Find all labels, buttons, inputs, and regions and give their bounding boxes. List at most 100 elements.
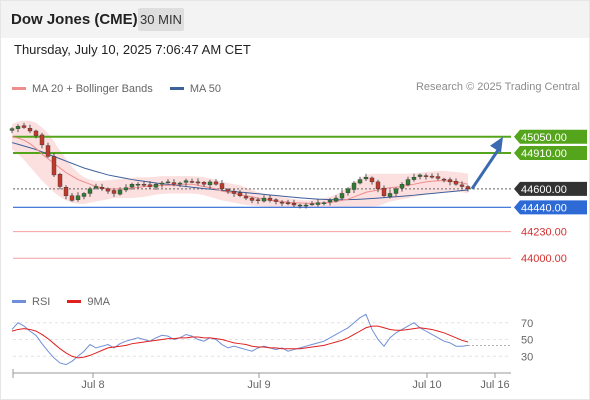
level-label-0: 45050.00: [521, 132, 567, 144]
x-tick-label: Jul 16: [480, 379, 509, 391]
candle-body: [39, 134, 45, 146]
candle-body: [225, 189, 231, 192]
candle-body: [213, 181, 219, 185]
header-bar: Dow Jones (CME) 30 MIN: [1, 1, 589, 38]
candle-body: [363, 177, 369, 180]
legend-label-ma20: MA 20 + Bollinger Bands: [32, 82, 153, 95]
level-tag-3: [514, 200, 587, 215]
candle-body: [87, 188, 93, 194]
level-label-2: 44600.00: [521, 184, 567, 196]
legend-swatch-9ma: [67, 300, 82, 303]
candle-body: [9, 128, 15, 131]
candle-body: [201, 182, 207, 185]
legend-label-ma50: MA 50: [189, 82, 222, 95]
rsi-line: [11, 313, 469, 366]
level-label-1: 44910.00: [521, 148, 567, 160]
legend-item-9ma: 9MA: [67, 296, 110, 308]
rsi-tick-70: 70: [521, 318, 533, 330]
candle-body: [315, 202, 321, 205]
candle-body: [129, 183, 135, 188]
candle-body: [381, 187, 387, 196]
candle-body: [45, 145, 51, 157]
legend-item-ma50: MA 50: [169, 82, 222, 95]
candle-body: [339, 193, 345, 199]
candle-body: [459, 184, 465, 187]
candle-body: [387, 193, 393, 197]
candle-body: [435, 176, 441, 179]
legend-label-rsi: RSI: [32, 295, 51, 308]
candle-body: [351, 182, 357, 190]
candle-body: [15, 126, 21, 129]
candle-body: [183, 180, 189, 183]
projection-arrowhead: [490, 136, 503, 153]
candle-body: [249, 197, 255, 201]
candle-body: [57, 174, 63, 187]
research-credit: Research © 2025 Trading Central: [415, 81, 580, 93]
candle-body: [303, 204, 309, 207]
instrument-title: Dow Jones (CME): [11, 11, 138, 28]
x-tick-label: Jul 8: [81, 379, 104, 391]
candle-body: [33, 130, 39, 136]
candle-body: [357, 179, 363, 184]
candle-body: [81, 193, 87, 197]
candle-body: [75, 195, 81, 200]
rsi-tick-50: 50: [521, 335, 533, 347]
candle-body: [291, 202, 297, 206]
candle-body: [21, 125, 27, 128]
candle-body: [417, 174, 423, 177]
date-label: Thursday, July 10, 2025 7:06:47 AM CET: [14, 42, 251, 57]
candle-body: [99, 187, 105, 190]
candle-body: [273, 199, 279, 202]
candle-body: [279, 202, 285, 204]
candle-body: [285, 202, 291, 205]
candle-body: [135, 183, 141, 186]
candle-body: [141, 183, 147, 186]
main-legend: MA 20 + Bollinger Bands MA 50: [12, 81, 235, 95]
candle-body: [219, 183, 225, 190]
candle-body: [405, 179, 411, 186]
rsi-legend: RSI 9MA: [12, 294, 124, 308]
candle-body: [231, 190, 237, 194]
candle-body: [195, 181, 201, 184]
candle-body: [429, 175, 435, 178]
candle-body: [441, 178, 447, 181]
candle-body: [105, 188, 111, 192]
level-tag-2: [514, 181, 587, 196]
candle-body: [447, 179, 453, 183]
level-label-3: 44440.00: [521, 202, 567, 214]
candle-body: [51, 156, 57, 176]
level-tag-0: [514, 129, 587, 144]
timeframe-button[interactable]: 30 MIN: [138, 8, 184, 31]
level-label-5: 44000.00: [521, 253, 567, 265]
candle-body: [333, 197, 339, 202]
legend-swatch-rsi: [12, 300, 26, 303]
rsi-ma9-line: [11, 325, 469, 359]
candle-body: [369, 177, 375, 183]
rsi-tick-30: 30: [521, 351, 533, 363]
level-tag-1: [514, 145, 587, 160]
candle-body: [171, 182, 177, 185]
candle-body: [399, 183, 405, 189]
candle-body: [411, 177, 417, 180]
candle-body: [267, 197, 273, 201]
candle-body: [93, 186, 99, 189]
candle-body: [123, 187, 129, 191]
legend-item-rsi: RSI: [12, 296, 50, 308]
x-tick-label: Jul 9: [247, 379, 270, 391]
candle-body: [243, 196, 249, 199]
legend-swatch-ma20: [12, 87, 26, 90]
candle-body: [453, 180, 459, 185]
candle-body: [69, 195, 75, 201]
candle-body: [237, 192, 243, 196]
projection-arrow: [470, 147, 501, 190]
candle-body: [465, 186, 471, 190]
candle-body: [111, 190, 117, 194]
candle-body: [261, 197, 267, 202]
candle-body: [297, 204, 303, 207]
legend-item-ma20: MA 20 + Bollinger Bands: [12, 83, 153, 95]
candle-body: [423, 175, 429, 177]
x-tick-label: Jul 10: [412, 379, 441, 391]
candle-body: [117, 189, 123, 195]
level-label-4: 44230.00: [521, 227, 567, 239]
